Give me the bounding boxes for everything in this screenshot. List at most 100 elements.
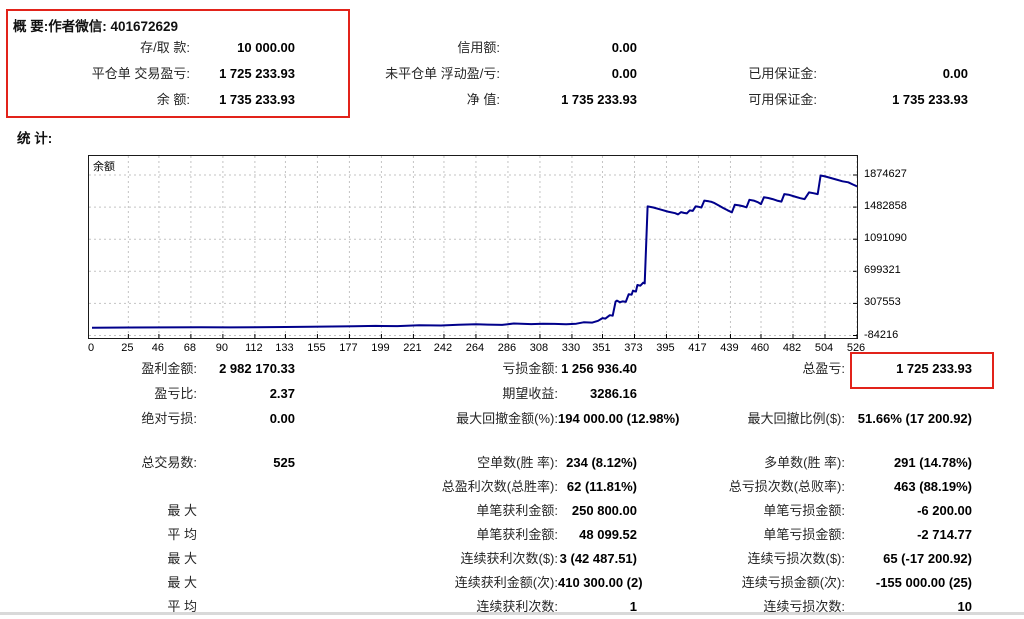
balance-label: 余 额: [156,92,190,107]
x-axis-label: 330 [561,342,581,354]
avg-consecutive-losses-label: 连续亏损次数: [763,599,845,614]
floating-pl-value: 0.00 [611,66,637,81]
expected-payoff-value: 3286.16 [590,386,637,401]
x-axis-label: 199 [371,342,390,354]
stat-row-gross-profit: 盈利金额: 2 982 170.33 亏损金额: 1 256 936.40 总盈… [0,356,1024,381]
stat-row-profit-factor: 盈亏比: 2.37 期望收益: 3286.16 [0,381,1024,406]
stat-row-max-consecutive-profit: 最 大 连续获利金额(次): 410 300.00 (2) 连续亏损金额(次):… [0,571,1024,595]
deposit-withdrawal-label: 存/取 款: [140,40,190,55]
loss-trades-value: 463 (88.19%) [893,479,972,494]
consecutive-losses-value: 65 (-17 200.92) [883,551,972,566]
avg-consecutive-losses-value: 10 [957,599,972,614]
max-consecutive-row-label: 最 大 [167,551,197,566]
consecutive-losses-label: 连续亏损次数($): [747,551,845,566]
average-loss-trade-label: 单笔亏损金额: [763,527,845,542]
gross-loss-value: 1 256 936.40 [561,361,637,376]
y-axis-label: 699321 [864,264,901,277]
closed-pl-label: 平仓单 交易盈亏: [91,66,190,81]
bottom-divider [0,612,1024,615]
x-axis-label: 112 [245,342,263,354]
profit-trades-value: 62 (11.81%) [566,479,637,494]
x-axis-label: 395 [656,342,675,354]
x-axis-label: 286 [497,342,517,354]
average-loss-trade-value: -2 714.77 [917,527,972,542]
x-axis-label: 439 [720,342,739,354]
y-axis-label: 1482858 [864,200,907,213]
x-axis-label: 242 [433,342,453,354]
y-axis-label: 1091090 [864,232,907,245]
gross-loss-label: 亏损金额: [502,361,558,376]
equity-chart: 余额 [88,155,858,339]
total-net-profit-value: 1 725 233.93 [896,361,972,376]
stat-row-largest-trade: 最 大 单笔获利金额: 250 800.00 单笔亏损金额: -6 200.00 [0,499,1024,523]
absolute-drawdown-label: 绝对亏损: [141,411,197,426]
average-row-label: 平 均 [167,527,197,542]
stat-row-total-trades: 总交易数: 525 空单数(胜 率): 234 (8.12%) 多单数(胜 率)… [0,451,1024,475]
consecutive-loss-label: 连续亏损金额(次): [741,575,845,590]
balance-curve [91,174,857,329]
statistics-table: 盈利金额: 2 982 170.33 亏损金额: 1 256 936.40 总盈… [0,356,1024,619]
free-margin-label: 可用保证金: [748,92,817,107]
largest-loss-trade-value: -6 200.00 [917,503,972,518]
largest-loss-trade-label: 单笔亏损金额: [763,503,845,518]
x-axis-label: 133 [275,342,294,354]
x-axis-label: 221 [403,342,422,354]
largest-profit-trade-value: 250 800.00 [571,503,637,518]
avg-consecutive-wins-value: 1 [629,599,637,614]
x-axis-label: 177 [339,342,358,354]
equity-label: 净 值: [466,92,500,107]
largest-row-label: 最 大 [167,503,197,518]
long-positions-value: 291 (14.78%) [893,455,972,470]
x-axis-label: 68 [183,342,197,354]
margin-used-label: 已用保证金: [748,66,817,81]
average-profit-trade-value: 48 099.52 [579,527,637,542]
total-trades-value: 525 [273,455,295,470]
credit-value: 0.00 [611,40,637,55]
credit-label: 信用额: [457,40,500,55]
x-axis-label: 308 [529,342,549,354]
profit-trades-label: 总盈利次数(总胜率): [441,479,558,494]
stat-row-average-consecutive: 平 均 连续获利次数: 1 连续亏损次数: 10 [0,595,1024,619]
stat-row-drawdown: 绝对亏损: 0.00 最大回撤金额(%): 194 000.00 (12.98%… [0,406,1024,431]
x-axis-label: 90 [215,342,229,354]
stat-row-win-loss-counts: 总盈利次数(总胜率): 62 (11.81%) 总亏损次数(总败率): 463 … [0,475,1024,499]
equity-curve-svg [89,156,857,338]
consecutive-profit-value: 410 300.00 (2) [558,575,643,590]
free-margin-value: 1 735 233.93 [892,92,968,107]
floating-pl-label: 未平仓单 浮动盈/亏: [385,66,500,81]
x-axis-label: 25 [121,342,134,354]
x-axis-label: 351 [592,342,611,354]
y-axis-label: 1874627 [864,168,907,180]
total-trades-label: 总交易数: [141,455,197,470]
x-axis-label: 373 [624,342,643,354]
largest-profit-trade-label: 单笔获利金额: [476,503,558,518]
x-axis-label: 526 [846,342,866,354]
short-positions-label: 空单数(胜 率): [477,455,558,470]
closed-pl-value: 1 725 233.93 [219,66,295,81]
consecutive-loss-value: -155 000.00 (25) [875,575,972,590]
stat-row-max-consecutive-wins: 最 大 连续获利次数($): 3 (42 487.51) 连续亏损次数($): … [0,547,1024,571]
x-axis-label: 46 [151,342,165,354]
statistics-heading: 统 计: [17,131,53,146]
deposit-withdrawal-value: 10 000.00 [237,40,295,55]
gross-profit-label: 盈利金额: [141,361,197,376]
x-axis-label: 504 [814,342,834,354]
x-axis-label: 155 [307,342,326,354]
stat-row-average-trade: 平 均 单笔获利金额: 48 099.52 单笔亏损金额: -2 714.77 [0,523,1024,547]
consecutive-profit-label: 连续获利金额(次): [454,575,558,590]
average-profit-trade-label: 单笔获利金额: [476,527,558,542]
consecutive-wins-value: 3 (42 487.51) [559,551,637,566]
relative-drawdown-label: 最大回撤比例($): [747,411,845,426]
relative-drawdown-value: 51.66% (17 200.92) [857,411,972,426]
summary-heading: 概 要:作者微信: 401672629 [13,19,179,34]
margin-used-value: 0.00 [942,66,968,81]
chart-legend-balance: 余额 [93,161,115,173]
y-axis-label: -84216 [864,328,899,341]
x-axis-label: 264 [465,342,485,354]
profit-factor-label: 盈亏比: [154,386,197,401]
y-axis-label: 307553 [864,296,901,309]
equity-value: 1 735 233.93 [561,92,637,107]
profit-factor-value: 2.37 [269,386,295,401]
balance-value: 1 735 233.93 [219,92,295,107]
x-axis-label: 417 [688,342,707,354]
